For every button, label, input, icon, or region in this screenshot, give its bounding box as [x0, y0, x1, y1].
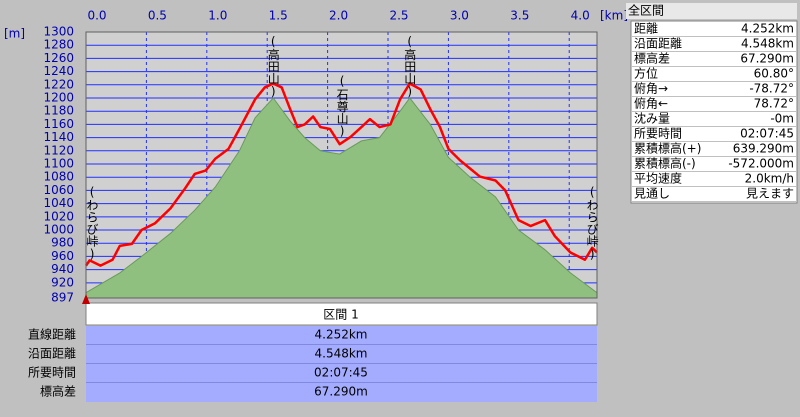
- y-tick-label: 1060: [43, 183, 74, 197]
- summary-label: 距離: [634, 22, 658, 36]
- summary-value: 78.72°: [754, 97, 794, 111]
- summary-label: 方位: [634, 66, 658, 81]
- summary-title: 全区間: [628, 3, 664, 18]
- x-tick-label: 0.0: [87, 9, 106, 23]
- summary-value: -0m: [770, 112, 794, 126]
- y-tick-label: 1280: [43, 38, 74, 52]
- y-axis-label: [m]: [4, 27, 25, 41]
- summary-label: 累積標高(+): [634, 141, 701, 156]
- section-value: 4.252km: [315, 328, 368, 342]
- y-tick-label: 1020: [43, 209, 74, 223]
- y-tick-label: 980: [51, 236, 74, 250]
- section-label: 所要時間: [28, 366, 76, 380]
- summary-label: 所要時間: [634, 127, 682, 141]
- y-tick-label: 1240: [43, 64, 74, 78]
- summary-value: 2.0km/h: [745, 172, 794, 186]
- peak-annotation: (石尊山): [335, 74, 349, 138]
- x-tick-label: 3.0: [450, 9, 469, 23]
- summary-label: 累積標高(-): [634, 156, 696, 171]
- y-tick-label: 1160: [43, 117, 74, 131]
- summary-value: -78.72°: [749, 82, 794, 96]
- x-tick-label: 4.0: [571, 9, 590, 23]
- y-tick-label: 1120: [43, 143, 74, 157]
- section-label: 沿面距離: [28, 347, 76, 361]
- section-label: 標高差: [40, 384, 76, 399]
- summary-value: -572.000m: [728, 157, 794, 171]
- x-tick-label: 1.5: [269, 9, 288, 23]
- summary-label: 見通し: [634, 187, 670, 201]
- x-axis-label: [km]: [600, 9, 628, 23]
- x-tick-label: 3.5: [510, 9, 529, 23]
- elevation-line: [84, 82, 598, 267]
- plot-frame: [85, 31, 598, 299]
- y-tick-label: 1040: [43, 196, 74, 210]
- section-value: 67.290m: [314, 385, 368, 399]
- section-header: [85, 302, 598, 326]
- y-tick-label: 1100: [43, 157, 74, 171]
- summary-value: 67.290m: [740, 52, 794, 66]
- y-tick-label: 1260: [43, 51, 74, 65]
- terrain-area: [85, 97, 598, 299]
- summary-label: 平均速度: [634, 171, 682, 186]
- section-label: 直線距離: [28, 327, 76, 342]
- section-value: 4.548km: [315, 347, 368, 361]
- peak-annotation: (高田山): [403, 35, 417, 99]
- summary-value: 639.290m: [733, 142, 794, 156]
- summary-label: 俯角←: [634, 96, 668, 111]
- summary-value: 4.252km: [741, 22, 794, 36]
- y-tick-label: 1180: [43, 104, 74, 118]
- x-tick-label: 1.0: [208, 9, 227, 23]
- start-marker: [82, 294, 90, 304]
- peak-annotation: (わらび峠): [85, 185, 99, 261]
- x-tick-label: 2.5: [389, 9, 408, 23]
- y-tick-label: 920: [51, 275, 74, 289]
- summary-value: 4.548km: [741, 37, 794, 51]
- summary-label: 沿面距離: [634, 37, 682, 51]
- y-tick-label: 940: [51, 262, 74, 276]
- summary-value: 60.80°: [754, 67, 794, 81]
- section-title: 区間 1: [323, 308, 358, 322]
- y-tick-label: 897: [51, 291, 74, 305]
- summary-value: 見えます: [746, 187, 794, 201]
- x-tick-label: 2.0: [329, 9, 348, 23]
- section-value: 02:07:45: [314, 366, 368, 380]
- peak-annotation: (高田山): [266, 35, 280, 99]
- y-tick-label: 1220: [43, 77, 74, 91]
- y-tick-label: 1080: [43, 170, 74, 184]
- summary-label: 俯角→: [634, 81, 668, 96]
- summary-value: 02:07:45: [740, 127, 794, 141]
- y-tick-label: 1200: [43, 91, 74, 105]
- summary-label: 沈み量: [634, 111, 670, 126]
- summary-label: 標高差: [634, 51, 670, 66]
- peak-annotation: (わらび峠): [585, 185, 599, 261]
- y-tick-label: 1000: [43, 223, 74, 237]
- y-tick-label: 960: [51, 249, 74, 263]
- y-tick-label: 1300: [43, 25, 74, 39]
- summary-header: [626, 3, 797, 19]
- x-tick-label: 0.5: [148, 9, 167, 23]
- y-tick-label: 1140: [43, 130, 74, 144]
